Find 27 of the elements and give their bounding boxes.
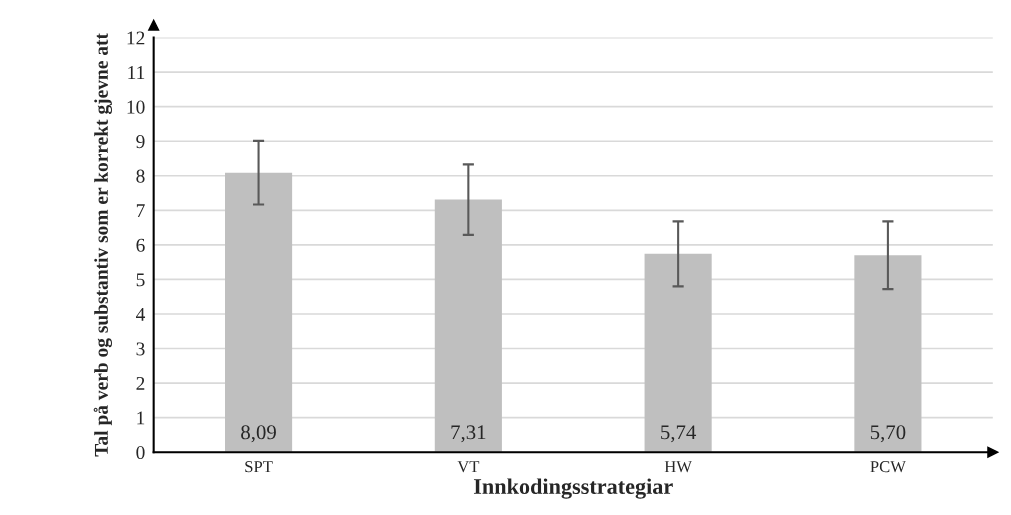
y-tick-label: 5 [136,273,145,287]
y-tick-label: 9 [136,135,145,149]
x-axis-title: Innkodingsstrategiar [473,478,673,499]
bar [854,255,922,453]
y-tick-label: 10 [127,100,145,114]
y-tick-label: 3 [136,342,145,356]
data-label: 5,74 [661,425,697,443]
x-tick-label: PCW [870,461,906,473]
y-tick-label: 12 [127,31,145,45]
y-tick-label: 1 [137,411,145,425]
y-axis-title: Tal på verb og substantiv som er korrekt gjevne att [93,33,113,457]
data-label: 8,09 [241,425,276,443]
y-tick-label: 0 [136,445,145,460]
x-tick-label: SPT [245,461,273,473]
y-tick-label: 6 [136,238,145,252]
x-tick-label: HW [664,461,692,473]
bar [644,253,712,453]
y-tick-label: 11 [128,66,145,79]
bar [225,172,293,453]
x-tick-label: VT [457,461,480,473]
y-tick-label: 4 [136,307,146,321]
bar [434,199,502,453]
data-label: 5,70 [870,425,906,443]
y-tick-label: 8 [136,169,145,183]
y-tick-label: 7 [136,204,145,218]
y-tick-label: 2 [136,376,145,390]
data-label: 7,31 [451,425,486,443]
